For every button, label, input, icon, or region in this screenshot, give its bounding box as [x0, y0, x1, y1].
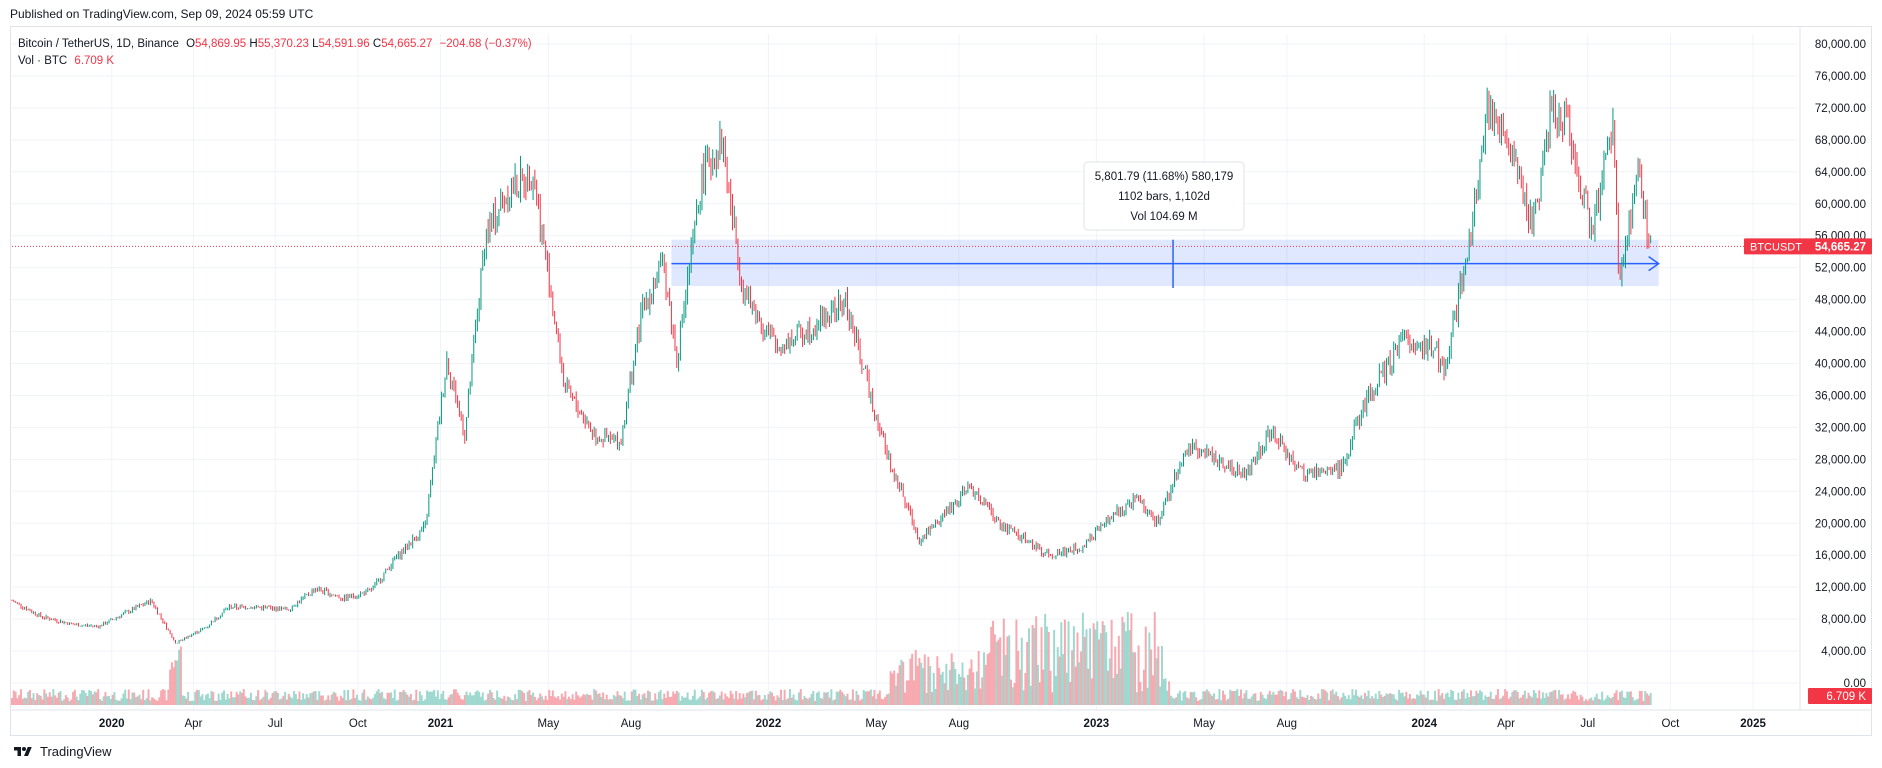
x-tick-label: 2024	[1411, 718, 1437, 730]
y-tick-label: 0.00	[1844, 678, 1866, 690]
y-tick-label: 80,000.00	[1815, 39, 1866, 51]
y-tick-label: 44,000.00	[1815, 327, 1866, 339]
y-tick-label: 24,000.00	[1815, 486, 1866, 498]
price-axis: 80,000.00 76,000.00 72,000.00 68,000.00 64,0…	[1815, 39, 1866, 690]
measure-tooltip-line: 1102 bars, 1,102d	[1118, 191, 1210, 203]
x-tick-label: 2022	[756, 718, 782, 730]
x-tick-label: Oct	[1661, 718, 1680, 730]
volume-value: 6.709 K	[74, 55, 115, 67]
x-tick-label: 2025	[1740, 718, 1766, 730]
y-tick-label: 52,000.00	[1815, 263, 1866, 275]
chart-pane[interactable]	[10, 26, 1872, 736]
x-tick-label: Apr	[185, 718, 203, 730]
change-value: −204.68 (−0.37%)	[439, 38, 532, 50]
measure-tooltip-box	[1083, 161, 1245, 231]
time-axis: 2020 Apr Jul Oct 2021 May Aug 2022 May Aug 2023 May…	[99, 718, 1767, 730]
y-tick-label: 28,000.00	[1815, 454, 1866, 466]
y-tick-label: 36,000.00	[1815, 390, 1866, 402]
open-label: O	[186, 38, 196, 50]
volume-tag-value: 6.709 K	[1826, 691, 1866, 703]
x-tick-label: 2021	[428, 718, 454, 730]
low-value: 54,591.96	[318, 38, 370, 50]
x-tick-label: Jul	[268, 718, 283, 730]
y-tick-label: 72,000.00	[1815, 103, 1866, 115]
footer-brand: TradingView	[40, 744, 112, 759]
price-tag-box	[1744, 238, 1872, 255]
y-tick-label: 68,000.00	[1815, 135, 1866, 147]
x-tick-label: Jul	[1580, 718, 1595, 730]
x-tick-label: 2023	[1084, 718, 1110, 730]
symbol-title[interactable]: Bitcoin / TetherUS, 1D, Binance	[18, 38, 179, 50]
price-tag-symbol: BTCUSDT	[1750, 241, 1802, 253]
low-label: L	[312, 38, 319, 50]
y-tick-label: 76,000.00	[1815, 71, 1866, 83]
y-tick-label: 48,000.00	[1815, 295, 1866, 307]
y-tick-label: 32,000.00	[1815, 422, 1866, 434]
price-series	[11, 87, 1798, 644]
x-tick-label: May	[865, 718, 887, 730]
footer: TradingView	[12, 744, 112, 759]
measure-range-fill	[671, 239, 1659, 287]
x-tick-label: Aug	[621, 718, 641, 730]
grid-lines	[12, 26, 1872, 711]
x-tick-label: Oct	[349, 718, 368, 730]
y-tick-label: 12,000.00	[1815, 582, 1866, 594]
y-tick-label: 4,000.00	[1821, 646, 1866, 658]
measure-tooltip: 5,801.79 (11.68%) 580,179 1102 bars, 1,10…	[1083, 161, 1245, 231]
tradingview-logo-icon	[14, 746, 32, 756]
published-info: Published on TradingView.com, Sep 09, 20…	[10, 7, 314, 21]
x-tick-label: May	[537, 718, 559, 730]
close-value: 54,665.27	[381, 38, 433, 50]
y-tick-label: 60,000.00	[1815, 199, 1866, 211]
y-tick-label: 64,000.00	[1815, 167, 1866, 179]
measure-range-box	[671, 239, 1660, 289]
measure-tooltip-line: 5,801.79 (11.68%) 580,179	[1095, 171, 1234, 183]
measure-tooltip-line: Vol 104.69 M	[1130, 211, 1197, 223]
x-tick-label: Aug	[949, 718, 969, 730]
chart-legend: Bitcoin / TetherUS, 1D, Binance O54,869.…	[18, 36, 532, 70]
high-value: 55,370.23	[257, 38, 309, 50]
measure-arrow-head	[1648, 256, 1660, 272]
open-value: 54,869.95	[195, 38, 247, 50]
y-tick-label: 20,000.00	[1815, 518, 1866, 530]
x-tick-label: May	[1193, 718, 1215, 730]
x-tick-label: Apr	[1497, 718, 1515, 730]
y-tick-label: 8,000.00	[1821, 614, 1866, 626]
volume-label[interactable]: Vol · BTC	[18, 55, 68, 67]
price-tag-value: 54,665.27	[1815, 241, 1866, 253]
x-tick-label: 2020	[99, 718, 125, 730]
axis-tags: BTCUSDT 54,665.27 6.709 K	[1744, 238, 1872, 704]
y-tick-label: 40,000.00	[1815, 359, 1866, 371]
volume-tag-box	[1808, 688, 1872, 704]
x-tick-label: Aug	[1277, 718, 1297, 730]
high-label: H	[249, 38, 258, 50]
y-tick-label: 16,000.00	[1815, 550, 1866, 562]
volume-histogram	[11, 611, 1652, 705]
close-label: C	[372, 38, 382, 50]
